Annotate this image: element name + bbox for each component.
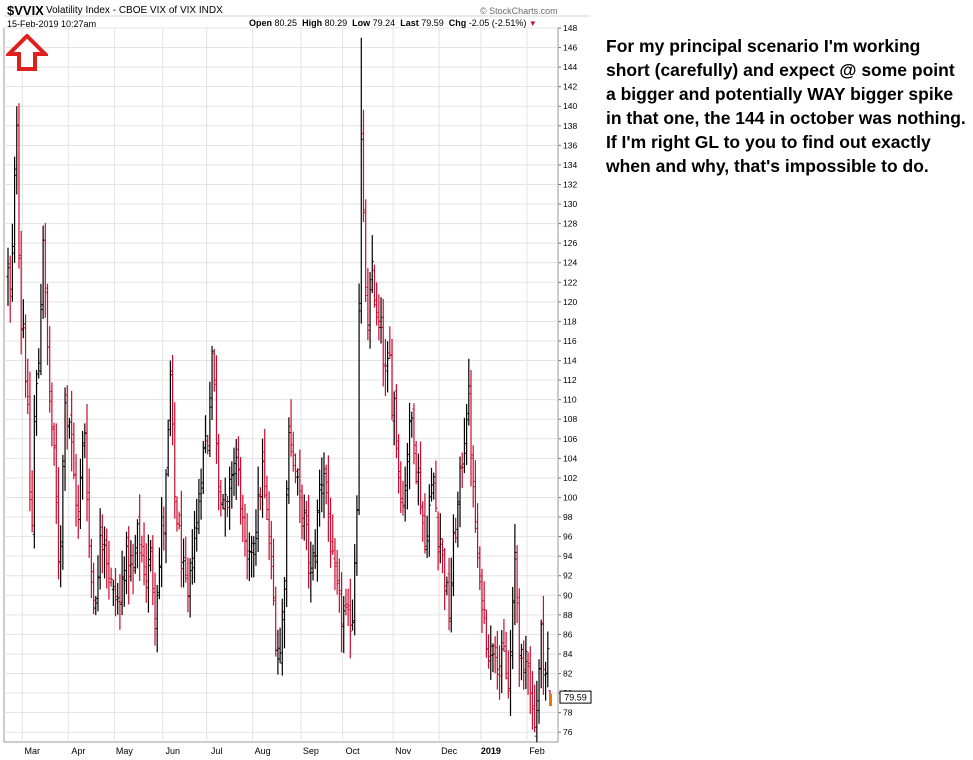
y-tick-label: 136 [563, 140, 577, 150]
y-tick-label: 92 [563, 571, 573, 581]
last-value: 79.59 [421, 18, 444, 28]
x-tick-label: Sep [303, 746, 319, 756]
y-tick-label: 88 [563, 610, 573, 620]
y-tick-label: 144 [563, 62, 577, 72]
x-tick-label: Feb [529, 746, 545, 756]
chart-description: Volatility Index - CBOE VIX of VIX INDX [46, 5, 223, 16]
low-label: Low [352, 18, 371, 28]
x-tick-label: Jul [211, 746, 223, 756]
y-tick-label: 126 [563, 238, 577, 248]
ohlc-readout: Open 80.25 High 80.29 Low 79.24 Last 79.… [249, 18, 537, 28]
y-tick-label: 78 [563, 708, 573, 718]
y-tick-label: 108 [563, 414, 577, 424]
down-triangle-icon: ▼ [528, 19, 537, 28]
y-tick-label: 98 [563, 512, 573, 522]
open-value: 80.25 [274, 18, 298, 28]
y-tick-label: 90 [563, 590, 573, 600]
y-tick-label: 104 [563, 453, 577, 463]
chg-label: Chg [448, 18, 467, 28]
y-tick-label: 122 [563, 277, 577, 287]
y-tick-label: 148 [563, 23, 577, 33]
y-tick-label: 134 [563, 160, 577, 170]
x-tick-label: Oct [346, 746, 361, 756]
low-value: 79.24 [372, 18, 396, 28]
x-tick-label: Apr [71, 746, 85, 756]
y-tick-label: 96 [563, 532, 573, 542]
chg-value: -2.05 (-2.51%) [468, 18, 527, 28]
x-tick-label: Jun [165, 746, 180, 756]
y-tick-label: 132 [563, 179, 577, 189]
y-tick-label: 76 [563, 727, 573, 737]
chart-symbol: $VVIX [7, 3, 44, 18]
y-tick-label: 140 [563, 101, 577, 111]
y-tick-label: 124 [563, 258, 577, 268]
commentary-text: For my principal scenario I'm working sh… [606, 34, 966, 178]
x-tick-label: Nov [395, 746, 412, 756]
y-tick-label: 116 [563, 336, 577, 346]
y-tick-label: 118 [563, 316, 577, 326]
y-tick-label: 86 [563, 629, 573, 639]
commentary-paragraph-1: For my principal scenario I'm working sh… [606, 36, 966, 128]
y-tick-label: 146 [563, 43, 577, 53]
ohlc-chart-svg: 7678808284868890929496981001021041061081… [3, 15, 592, 756]
x-tick-label: 2019 [481, 746, 501, 756]
chart-source: © StockCharts.com [480, 6, 558, 16]
y-tick-label: 110 [563, 395, 577, 405]
last-value-label: 79.59 [564, 693, 587, 703]
y-tick-label: 106 [563, 434, 577, 444]
plot-frame [3, 27, 559, 743]
x-tick-label: Dec [441, 746, 458, 756]
y-tick-label: 128 [563, 219, 577, 229]
y-tick-label: 138 [563, 121, 577, 131]
last-label: Last [400, 18, 419, 28]
stock-chart: 7678808284868890929496981001021041061081… [3, 3, 592, 756]
last-value-marker [549, 694, 552, 707]
y-tick-label: 82 [563, 669, 573, 679]
y-tick-label: 84 [563, 649, 573, 659]
y-tick-label: 102 [563, 473, 577, 483]
high-label: High [302, 18, 323, 28]
x-tick-label: May [116, 746, 134, 756]
y-tick-label: 130 [563, 199, 577, 209]
x-tick-label: Aug [255, 746, 271, 756]
high-value: 80.29 [324, 18, 348, 28]
y-tick-label: 112 [563, 375, 577, 385]
y-tick-label: 100 [563, 492, 577, 502]
y-tick-label: 120 [563, 297, 577, 307]
y-tick-label: 94 [563, 551, 573, 561]
last-value-box [559, 690, 592, 704]
up-arrow-icon [6, 34, 48, 71]
y-tick-label: 114 [563, 356, 577, 366]
open-label: Open [249, 18, 273, 28]
commentary-paragraph-2: If I'm right GL to you to find out exact… [606, 132, 931, 176]
x-tick-label: Mar [25, 746, 41, 756]
y-tick-label: 142 [563, 82, 577, 92]
chart-datetime: 15-Feb-2019 10:27am [7, 19, 97, 29]
